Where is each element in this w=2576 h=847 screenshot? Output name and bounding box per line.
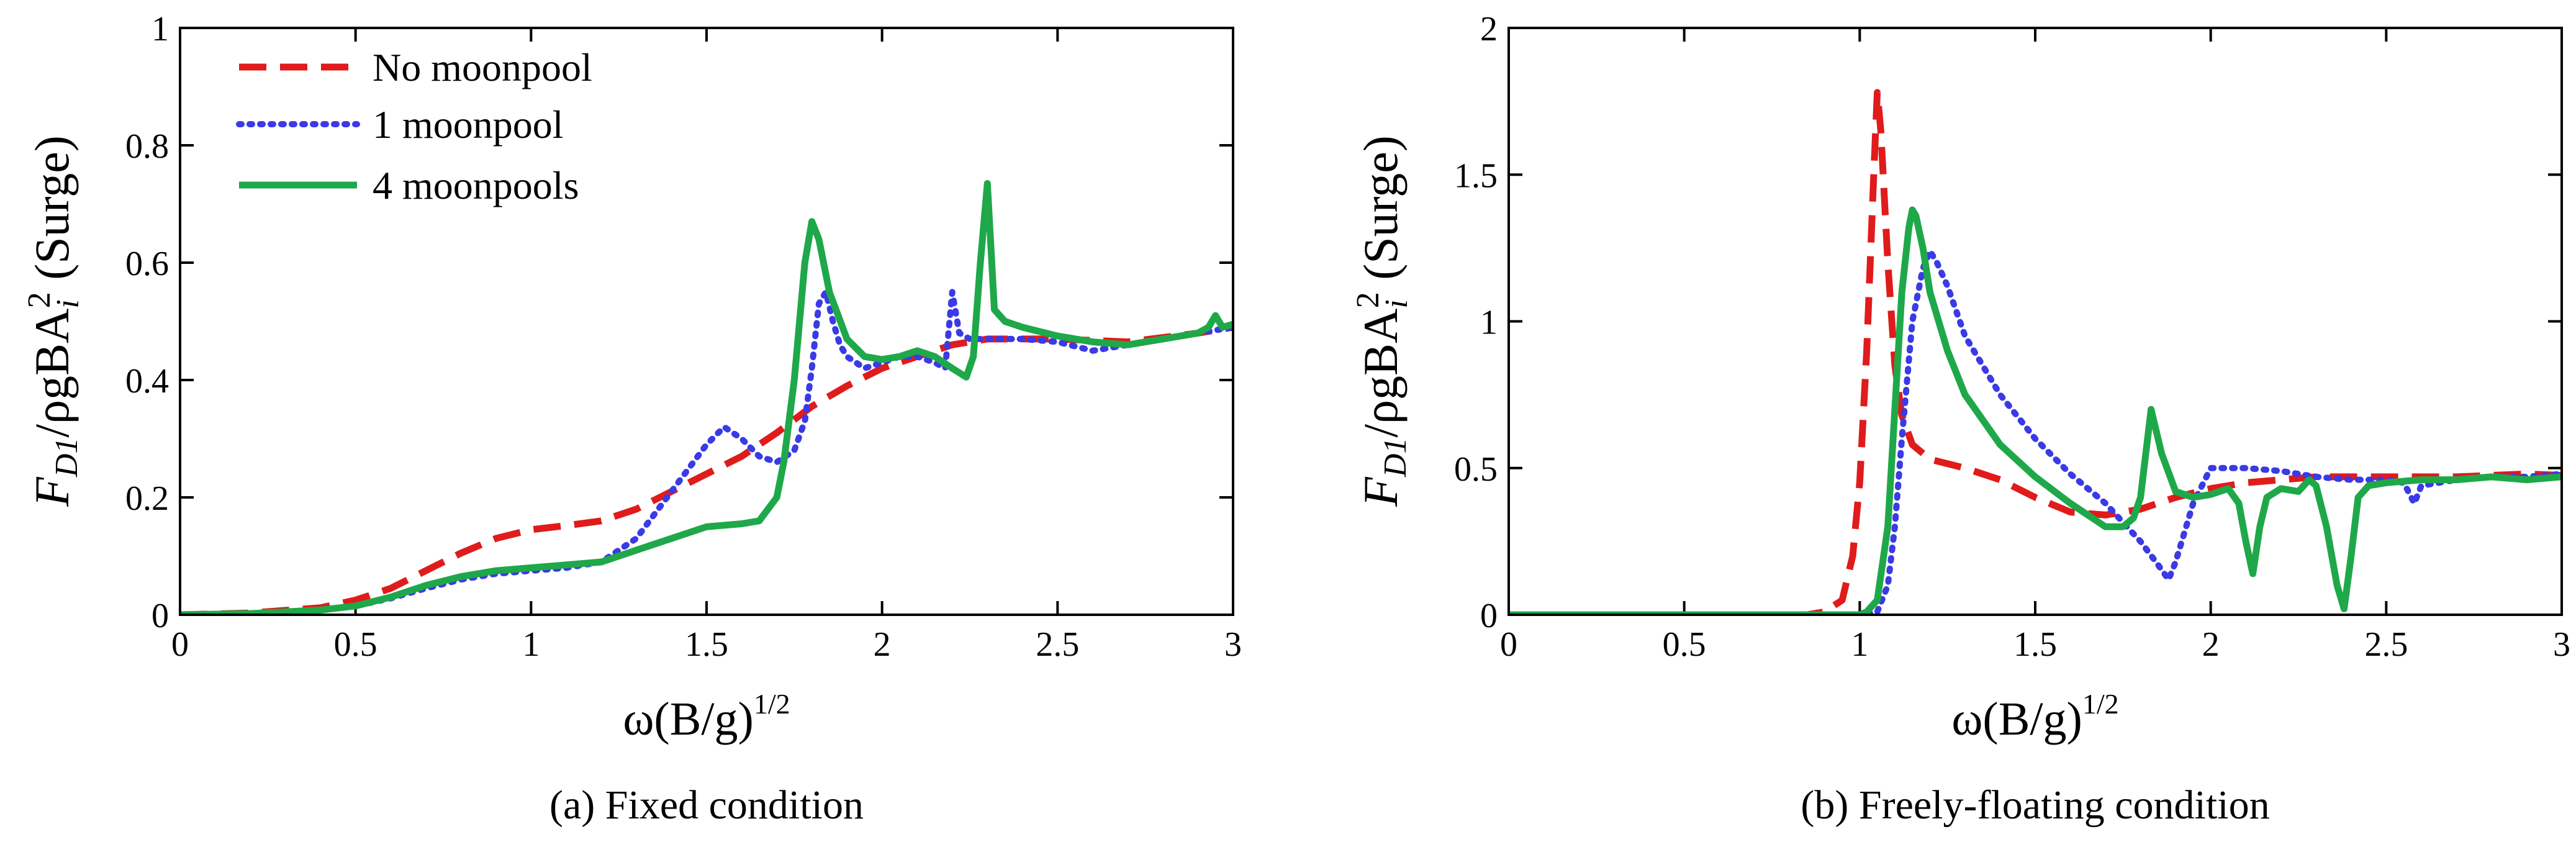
panel-b-x-gridticks: 0 0.5 1 1.5 2 2.5 3 [1500,28,2570,664]
panel-a-x-tick-label: 1.5 [685,625,728,664]
panel-a-ylabel-sub2: i [50,299,86,308]
legend: No moonpool 1 moonpool 4 moonpools [236,45,592,207]
panel-b-series-1-moonpool-line [1509,248,2562,615]
panel-b-y-tick-label: 0 [1480,597,1498,635]
panel-a-y-gridticks: 0 0.2 0.4 0.6 0.8 1 [125,10,1233,635]
panel-b-caption-text: Freely-floating condition [1859,782,2270,828]
panel-a-caption: (a) Fixed condition [549,782,864,828]
panel-b-plot-area [1509,89,2562,615]
panel-a-ylabel-tail: (Surge) [25,135,79,292]
panel-b-ylabel-sup: 2 [1350,292,1386,308]
panel-a-x-tick-label: 2.5 [1036,625,1079,664]
panel-b-x-tick-label: 2 [2202,625,2220,664]
panel-b-y-tick-label: 0.5 [1454,450,1498,489]
panel-a-x-tick-label: 1 [522,625,540,664]
panel-a-axes-frame [179,27,1234,616]
panel-b-x-tick-label: 1 [1851,625,1868,664]
panel-b-ylabel-mid: /ρgBA [1354,309,1408,438]
panel-a-series-4-moonpools-line [180,179,1233,615]
panel-b-y-tick-label: 1.5 [1454,156,1498,195]
panel-a-x-tick-label: 2 [874,625,891,664]
panel-a-ylabel-sup: 2 [22,292,57,308]
legend-label-1-moonpool: 1 moonpool [373,102,564,147]
panel-a-x-axis-label: ω(B/g)1/2 [623,688,790,745]
panel-a-y-tick-label: 0.4 [125,362,169,401]
panel-b-caption-tag: (b) [1801,782,1848,828]
panel-a-x-tick-label: 0 [171,625,189,664]
panel-a-ylabel-sub: D1 [49,438,84,478]
panel-a-y-axis-label: FD1/ρgBAi2 (Surge) [22,135,86,507]
panel-a-caption-text: Fixed condition [605,782,864,828]
panel-a: 0 0.2 0.4 0.6 0.8 1 0 0.5 1 1.5 2 2.5 3 FD1/ρgBAi2 … [22,10,1242,828]
panel-b-ylabel-tail: (Surge) [1354,135,1408,292]
panel-a-ylabel-f: F [25,476,79,507]
panel-b-ylabel-f: F [1354,476,1408,507]
panel-b-xlabel-base: ω(B/g) [1951,693,2082,745]
panel-b-x-tick-label: 2.5 [2364,625,2408,664]
panel-a-y-tick-label: 0.6 [125,245,169,283]
panel-a-x-tick-label: 0.5 [334,625,377,664]
panel-b-axes-frame [1507,27,2563,616]
legend-label-no-moonpool: No moonpool [373,45,592,89]
panel-b-series-no-moonpool-line [1509,89,2562,615]
panel-b-x-tick-label: 3 [2553,625,2570,664]
panel-a-y-tick-label: 0 [151,597,169,635]
panel-a-y-tick-label: 1 [151,10,169,48]
panel-b: 00.511.52 0 0.5 1 1.5 2 2.5 3 FD1/ρgBAi2 (Surg… [1350,10,2570,828]
panel-b-x-tick-label: 0 [1500,625,1517,664]
panel-a-caption-tag: (a) [549,782,595,828]
panel-b-caption: (b) Freely-floating condition [1801,782,2269,828]
panel-a-series-no-moonpool-line [180,324,1233,615]
panel-a-xlabel-base: ω(B/g) [623,693,753,745]
panel-b-ylabel-sub2: i [1379,299,1414,308]
panel-b-ylabel-sub: D1 [1378,438,1413,478]
panel-b-y-gridticks: 0 0.5 1 1.5 2 [1454,10,2562,635]
panel-b-series-4-moonpools-line [1509,206,2562,615]
panel-b-x-axis-label: ω(B/g)1/2 [1951,688,2118,745]
panel-b-xlabel-sup: 1/2 [2082,688,2119,720]
panel-a-ylabel-mid: /ρgBA [25,309,79,438]
panel-b-x-tick-label: 0.5 [1663,625,1706,664]
panel-b-y-tick-label: 2 [1480,10,1498,48]
panel-a-y-tick-label: 0.8 [125,127,169,166]
panel-b-y-axis-label: FD1/ρgBAi2 (Surge) [1350,135,1414,507]
panel-b-y-tick-label: 1 [1480,304,1498,342]
panel-b-x-tick-label: 1.5 [2013,625,2057,664]
panel-a-x-tick-label: 3 [1224,625,1242,664]
panel-a-xlabel-sup: 1/2 [754,688,790,720]
legend-label-4-moonpools: 4 moonpools [373,163,579,207]
panel-a-y-tick-label: 0.2 [125,479,169,518]
panel-a-plot-area [180,179,1233,615]
